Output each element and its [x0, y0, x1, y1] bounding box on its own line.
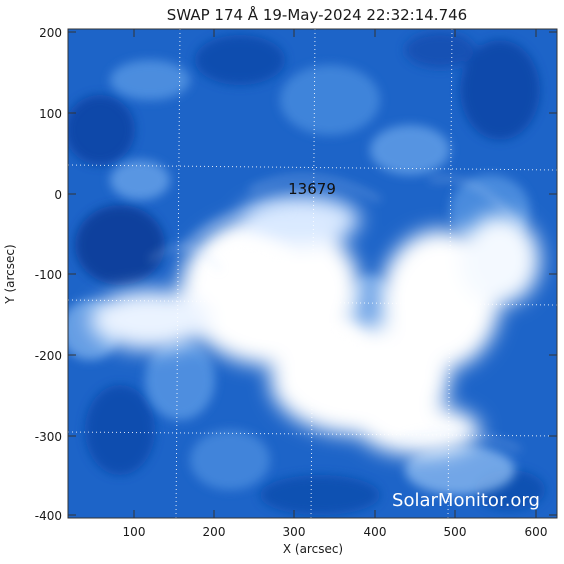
solar-image [68, 29, 557, 518]
x-tick-label: 400 [364, 525, 387, 539]
x-tick-label: 500 [444, 525, 467, 539]
y-tick-label: 100 [39, 107, 62, 121]
x-axis-label: X (arcsec) [283, 542, 343, 556]
y-tick-label: -200 [35, 349, 62, 363]
image-title: SWAP 174 Å 19-May-2024 22:32:14.746 [167, 5, 467, 24]
coordinate-grid [68, 29, 557, 518]
y-tick-label: 0 [54, 188, 62, 202]
x-tick-label: 300 [283, 525, 306, 539]
y-axis-label: Y (arcsec) [3, 244, 17, 304]
watermark-text: SolarMonitor.org [392, 490, 540, 511]
y-tick-label: -100 [35, 268, 62, 282]
x-tick-label: 100 [123, 525, 146, 539]
y-tick-label: -300 [35, 430, 62, 444]
x-tick-label: 200 [203, 525, 226, 539]
x-tick-label: 600 [525, 525, 548, 539]
active-region-label: 13679 [288, 180, 336, 198]
x-axis [133, 29, 537, 518]
y-axis [68, 31, 557, 516]
y-tick-label: -400 [35, 509, 62, 523]
y-tick-label: 200 [39, 26, 62, 40]
